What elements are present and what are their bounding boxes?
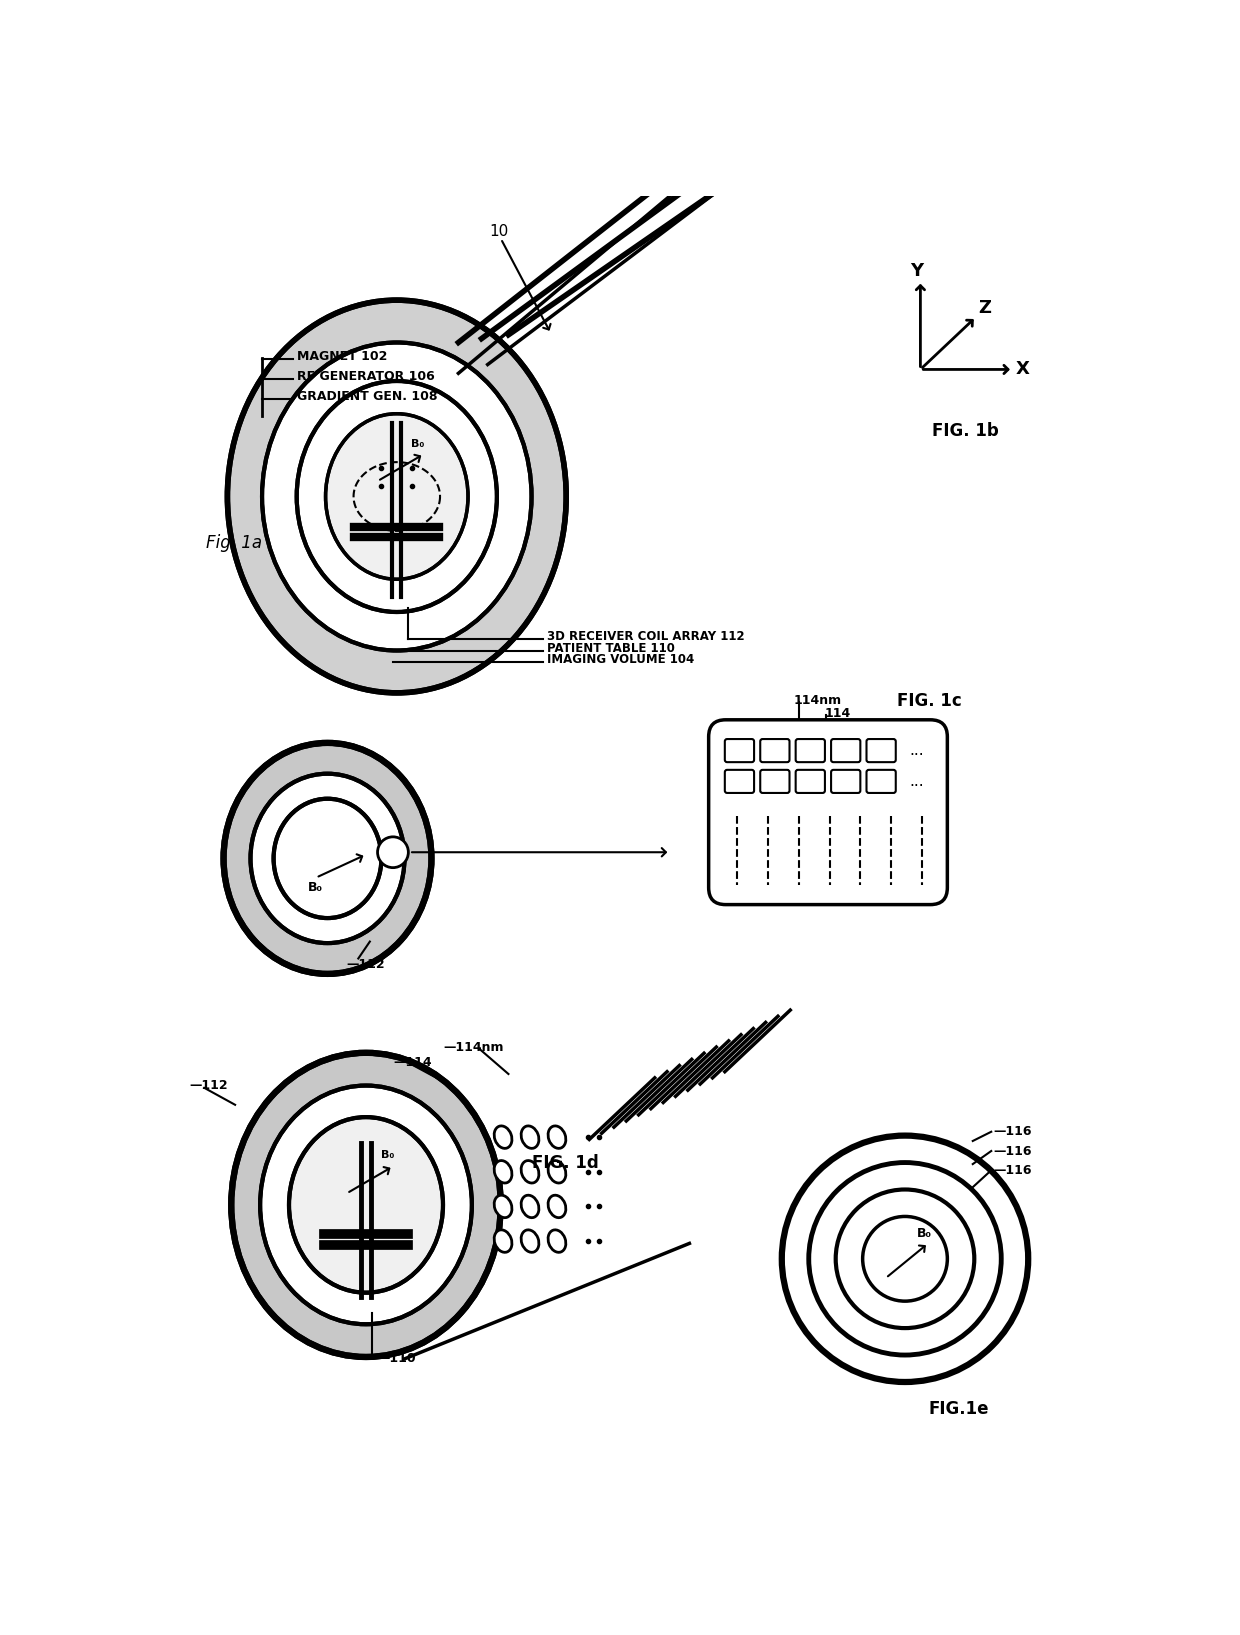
Ellipse shape: [495, 1230, 512, 1252]
Ellipse shape: [548, 1230, 565, 1252]
FancyBboxPatch shape: [760, 739, 790, 762]
Ellipse shape: [262, 342, 532, 651]
Ellipse shape: [548, 1195, 565, 1218]
Ellipse shape: [326, 414, 467, 579]
Text: MAGNET 102: MAGNET 102: [296, 350, 387, 363]
Text: B₀: B₀: [309, 881, 324, 894]
FancyBboxPatch shape: [831, 770, 861, 793]
Ellipse shape: [296, 381, 497, 611]
Ellipse shape: [521, 1161, 539, 1184]
Text: X: X: [1016, 360, 1029, 378]
Text: 10: 10: [490, 224, 508, 239]
Text: Fig. 1a: Fig. 1a: [206, 533, 262, 551]
Text: —110: —110: [377, 1352, 417, 1365]
Ellipse shape: [250, 773, 404, 943]
Ellipse shape: [227, 301, 567, 693]
Text: RF GENERATOR 106: RF GENERATOR 106: [296, 370, 434, 383]
Text: Z: Z: [978, 299, 991, 317]
FancyBboxPatch shape: [867, 770, 895, 793]
Text: —114nm: —114nm: [443, 1040, 503, 1053]
Text: PATIENT TABLE 110: PATIENT TABLE 110: [547, 641, 675, 654]
Text: ...: ...: [909, 773, 924, 790]
Text: FIG. 1d: FIG. 1d: [532, 1154, 598, 1172]
Text: —114: —114: [393, 1056, 432, 1069]
Ellipse shape: [495, 1127, 512, 1148]
Text: —116: —116: [993, 1164, 1032, 1177]
Text: IMAGING VOLUME 104: IMAGING VOLUME 104: [547, 654, 694, 665]
FancyBboxPatch shape: [796, 770, 825, 793]
Text: GRADIENT GEN. 108: GRADIENT GEN. 108: [296, 389, 438, 402]
FancyBboxPatch shape: [725, 739, 754, 762]
Text: 3D RECEIVER COIL ARRAY 112: 3D RECEIVER COIL ARRAY 112: [547, 629, 744, 643]
Text: ...: ...: [909, 742, 924, 759]
Ellipse shape: [223, 742, 432, 974]
Text: 114: 114: [825, 708, 851, 719]
Text: Y: Y: [910, 262, 923, 280]
Text: —116: —116: [993, 1144, 1032, 1158]
Circle shape: [377, 837, 408, 868]
FancyBboxPatch shape: [760, 770, 790, 793]
Text: 114nm: 114nm: [794, 693, 842, 706]
FancyBboxPatch shape: [796, 739, 825, 762]
FancyBboxPatch shape: [831, 739, 861, 762]
Text: B₀: B₀: [916, 1226, 931, 1239]
Ellipse shape: [495, 1195, 512, 1218]
Text: B₀: B₀: [382, 1149, 394, 1159]
Text: —112: —112: [347, 958, 386, 971]
FancyBboxPatch shape: [725, 770, 754, 793]
Ellipse shape: [274, 800, 382, 919]
FancyBboxPatch shape: [708, 719, 947, 904]
FancyBboxPatch shape: [867, 739, 895, 762]
Text: B₀: B₀: [410, 440, 424, 450]
Ellipse shape: [260, 1086, 472, 1324]
Ellipse shape: [495, 1161, 512, 1184]
Text: FIG.1e: FIG.1e: [928, 1400, 988, 1418]
Ellipse shape: [521, 1195, 539, 1218]
Text: FIG. 1c: FIG. 1c: [898, 692, 962, 710]
Ellipse shape: [521, 1230, 539, 1252]
Text: —112: —112: [188, 1079, 227, 1092]
Ellipse shape: [548, 1161, 565, 1184]
Text: FIG. 1b: FIG. 1b: [932, 422, 998, 440]
Text: —116: —116: [993, 1125, 1032, 1138]
Ellipse shape: [231, 1053, 501, 1357]
Ellipse shape: [289, 1117, 443, 1293]
Ellipse shape: [521, 1127, 539, 1148]
Ellipse shape: [548, 1127, 565, 1148]
